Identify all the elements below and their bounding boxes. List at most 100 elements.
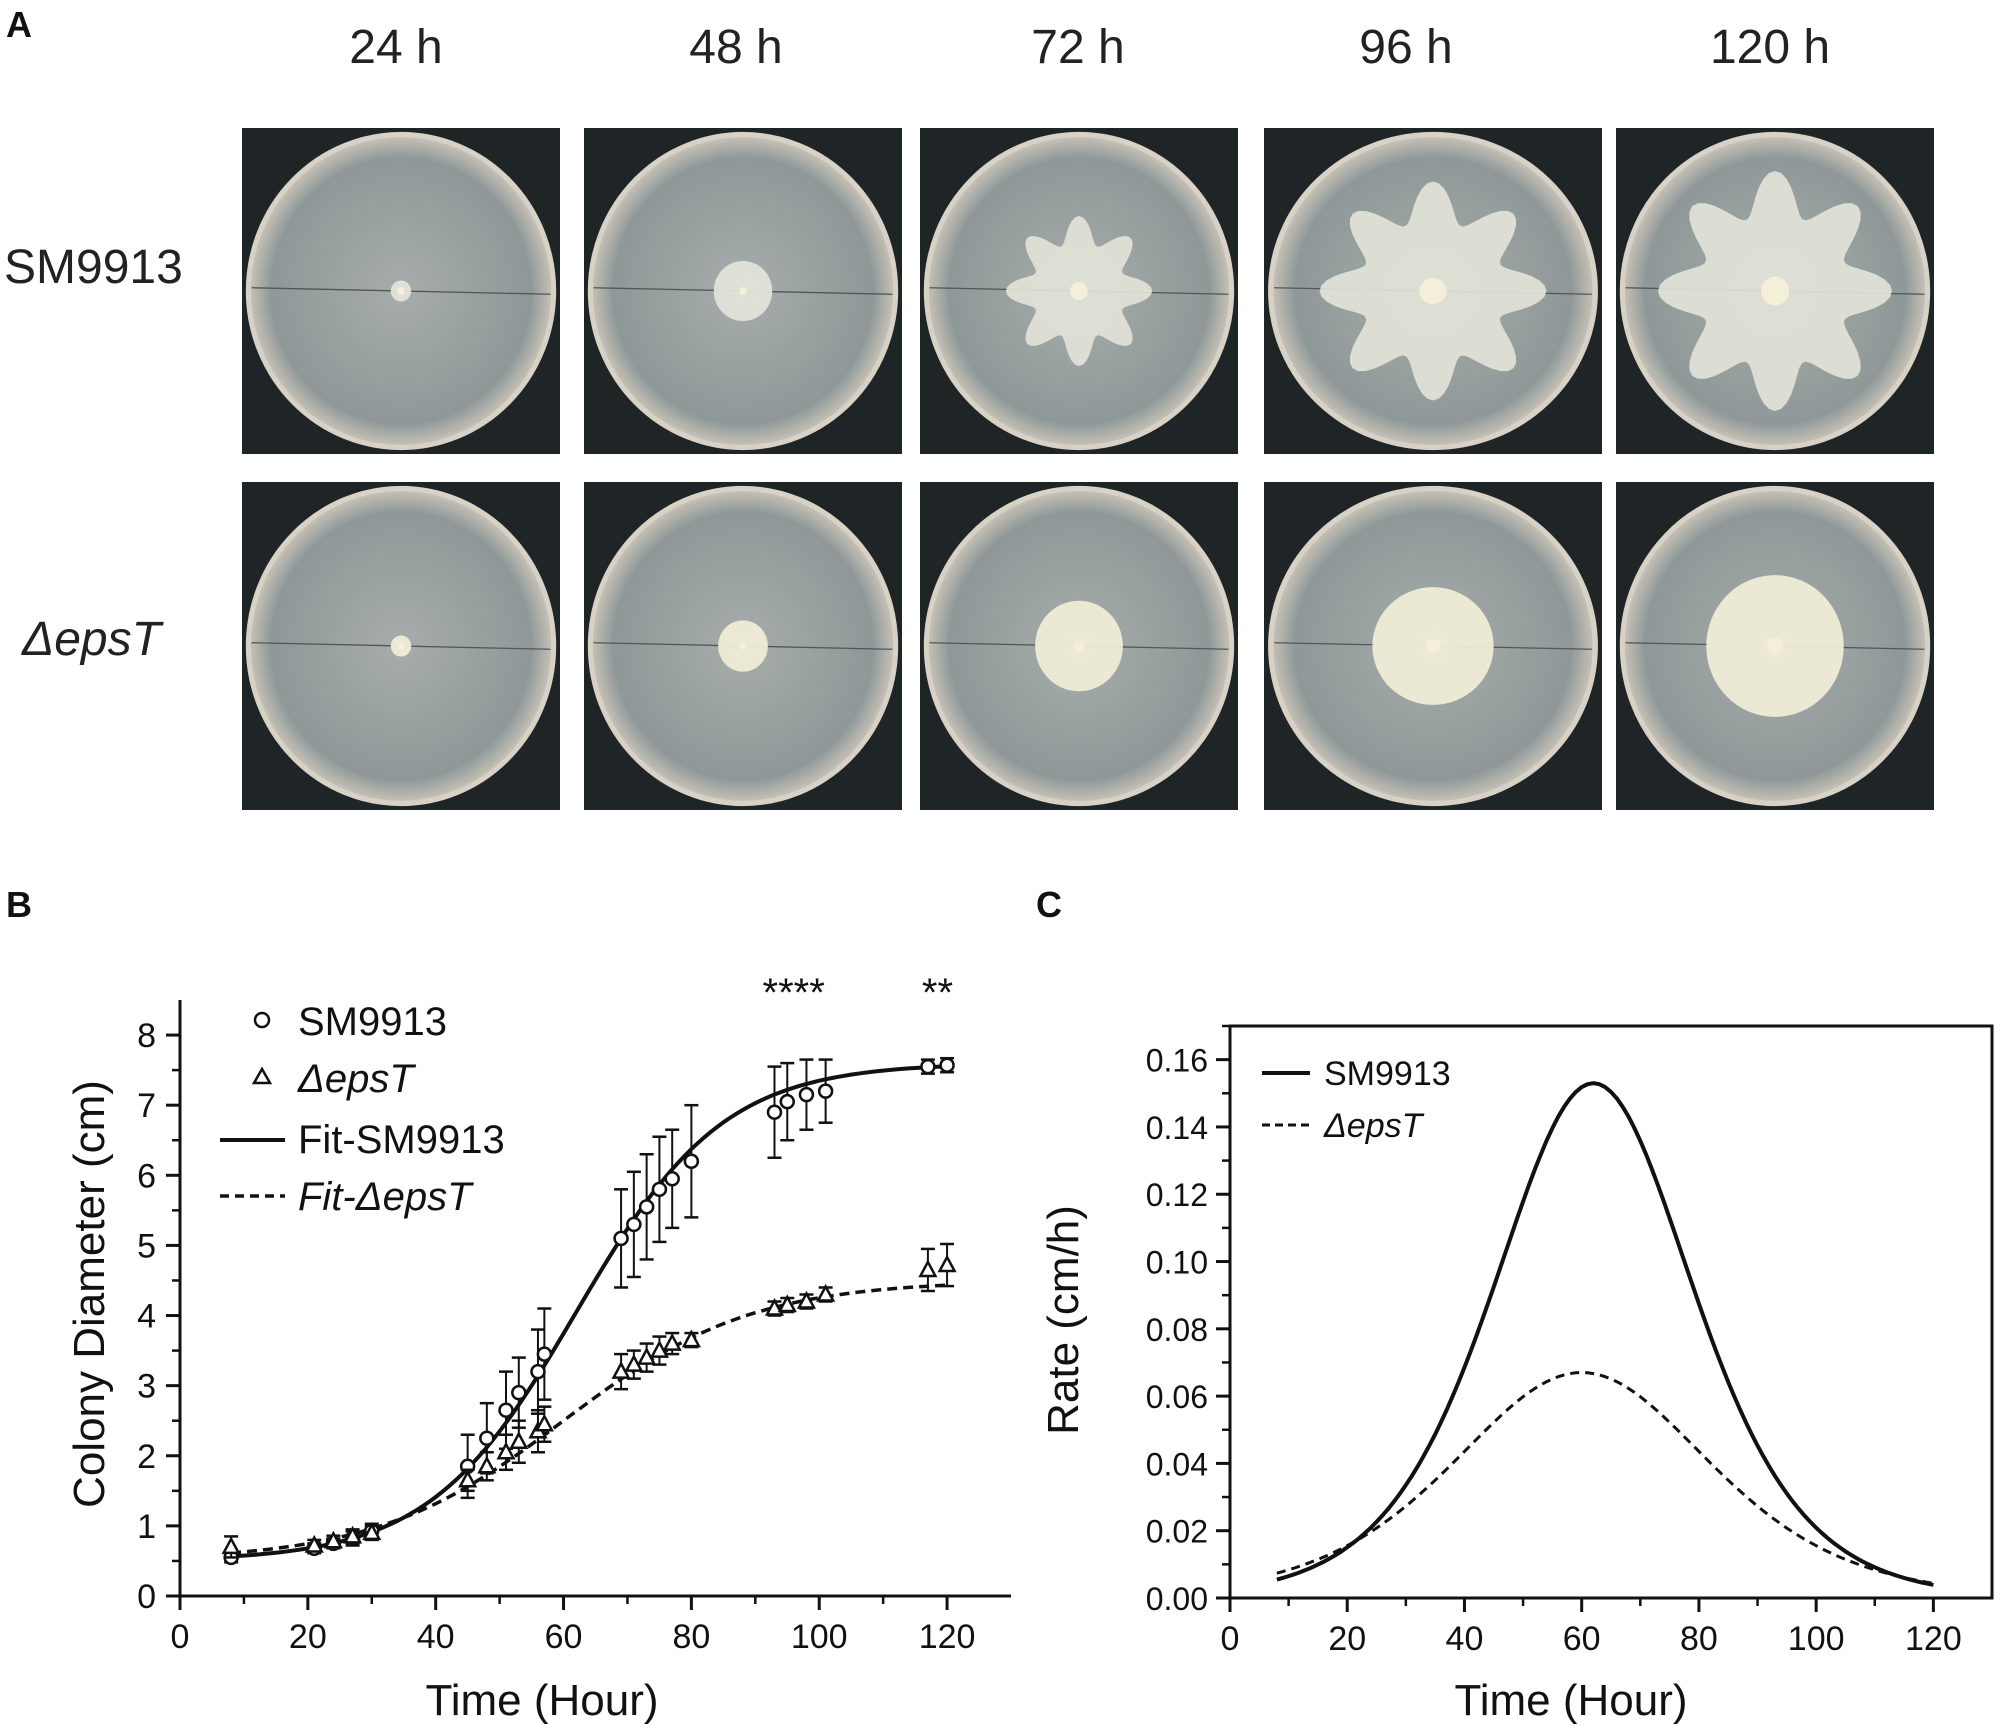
plate-photo <box>242 482 560 810</box>
c-xlabel: Time (Hour) <box>1454 1676 1687 1725</box>
row-label-epst-text: ΔepsT <box>22 613 161 666</box>
b-point-epst <box>509 1419 529 1465</box>
b-point-epst <box>764 1297 785 1317</box>
c-y-tick-label: 0.10 <box>1146 1245 1208 1281</box>
c-y-tick-label: 0.08 <box>1146 1312 1208 1348</box>
plate-image <box>923 131 1235 451</box>
b-y-tick-label: 3 <box>137 1368 156 1406</box>
c-x-tick-label: 100 <box>1788 1620 1845 1658</box>
b-point-sm9913 <box>798 1058 815 1131</box>
b-point-epst <box>343 1525 363 1545</box>
b-x-tick-label: 120 <box>919 1618 976 1656</box>
b-point-sm9913 <box>536 1307 553 1401</box>
plate-photo <box>920 482 1238 810</box>
c-y-tick-label: 0.04 <box>1146 1446 1208 1482</box>
b-point-epst <box>681 1329 701 1349</box>
b-point-sm9913 <box>638 1153 655 1261</box>
b-legend-fit-prefix: Fit- <box>298 1175 356 1219</box>
b-legend-marker-sm9913 <box>253 1011 271 1029</box>
plate-photo <box>1264 128 1602 454</box>
panel-letter-c: C <box>1036 884 1062 925</box>
b-point-sm9913 <box>511 1356 527 1429</box>
b-point-epst <box>496 1433 516 1472</box>
c-x-tick-label: 80 <box>1680 1620 1718 1658</box>
b-y-tick-label: 7 <box>137 1087 156 1125</box>
b-x-tick-label: 40 <box>417 1618 455 1656</box>
plate-image <box>245 485 557 807</box>
b-point-epst <box>918 1247 938 1293</box>
b-point-epst <box>362 1522 382 1542</box>
c-legend-label-sm9913: SM9913 <box>1324 1055 1451 1093</box>
b-xlabel: Time (Hour) <box>425 1676 658 1725</box>
c-y-tick-label: 0.02 <box>1146 1514 1208 1550</box>
b-y-tick-label: 2 <box>137 1438 156 1476</box>
b-point-sm9913 <box>779 1061 796 1142</box>
c-y-tick-label: 0.12 <box>1146 1177 1208 1213</box>
b-point-epst <box>304 1534 324 1553</box>
b-x-tick-label: 20 <box>289 1618 327 1656</box>
plate-image <box>923 485 1235 807</box>
c-legend: SM9913 ΔepsT <box>1262 1055 1451 1145</box>
b-point-sm9913 <box>766 1065 783 1160</box>
plate-photo <box>584 482 902 810</box>
timepoint-label-120h: 120 h <box>1709 21 1831 74</box>
b-x-tick-label: 0 <box>171 1618 190 1656</box>
panel-letter-b: B <box>6 884 32 925</box>
b-point-epst <box>624 1349 644 1380</box>
b-point-epst <box>937 1242 957 1288</box>
b-point-epst <box>649 1335 670 1366</box>
c-ylabel: Rate (cm/h) <box>1040 1205 1088 1435</box>
panel-letter-a: A <box>6 4 32 45</box>
plate-image <box>245 131 557 451</box>
b-point-epst <box>534 1405 554 1443</box>
b-legend-marker-epst <box>251 1066 273 1085</box>
b-y-tick-label: 8 <box>137 1017 156 1055</box>
b-point-epst <box>637 1342 657 1373</box>
plate-photo <box>920 128 1238 454</box>
b-point-epst <box>221 1535 241 1559</box>
b-point-epst <box>796 1290 817 1310</box>
c-y-tick-label: 0.14 <box>1146 1110 1208 1146</box>
c-plot-frame <box>1228 1024 1994 1600</box>
b-x-tick-label: 60 <box>545 1618 583 1656</box>
c-legend-label-epst: ΔepsT <box>1323 1107 1425 1145</box>
c-y-tick-label: 0.06 <box>1146 1379 1208 1415</box>
b-y-tick-label: 5 <box>137 1227 156 1265</box>
c-y-tick-label: 0.00 <box>1146 1581 1208 1617</box>
c-x-tick-label: 20 <box>1328 1620 1366 1658</box>
b-y-tick-label: 4 <box>137 1298 156 1336</box>
b-y-tick-label: 0 <box>137 1578 156 1616</box>
growth-rate-chart: 0 20 40 60 80 100 120 0.00 0.02 0.04 0.06 0.08 0.10 0… <box>1040 1024 1994 1725</box>
c-line-epst <box>1276 1371 1934 1585</box>
plate-image <box>1268 131 1598 451</box>
b-point-sm9913 <box>613 1188 629 1289</box>
b-point-sm9913 <box>626 1170 642 1279</box>
plate-image <box>1619 485 1931 807</box>
c-line-sm9913 <box>1276 1081 1934 1587</box>
b-point-epst <box>477 1451 497 1482</box>
timepoint-label-48h: 48 h <box>689 21 783 74</box>
plate-image <box>1268 485 1598 807</box>
b-point-sm9913 <box>939 1056 955 1074</box>
b-legend-label-fit-sm9913: Fit-SM9913 <box>298 1118 505 1162</box>
plate-photo <box>584 128 902 454</box>
plate-photo <box>1264 482 1602 810</box>
row-label-epst: ΔepsT <box>22 612 161 667</box>
b-y-tick-label: 6 <box>137 1157 156 1195</box>
plate-photo <box>242 128 560 454</box>
b-legend-fit-suffix: ΔepsT <box>355 1175 474 1219</box>
plate-image <box>1619 131 1931 451</box>
timepoint-label-24h: 24 h <box>349 21 443 74</box>
b-point-sm9913 <box>920 1058 936 1075</box>
b-x-tick-label: 100 <box>791 1618 848 1656</box>
b-point-epst <box>458 1468 478 1493</box>
b-point-epst <box>777 1294 797 1314</box>
b-point-epst <box>662 1331 682 1356</box>
b-point-epst <box>816 1283 836 1303</box>
b-y-tick-label: 1 <box>137 1508 156 1546</box>
b-ylabel: Colony Diameter (cm) <box>65 1080 114 1508</box>
b-legend-label-sm9913: SM9913 <box>298 1000 447 1044</box>
b-point-sm9913 <box>683 1103 700 1219</box>
b-legend: SM9913 ΔepsT Fit-SM9913 Fit-ΔepsT <box>220 1000 505 1219</box>
b-legend-label-fit-epst: Fit-ΔepsT <box>298 1175 474 1219</box>
